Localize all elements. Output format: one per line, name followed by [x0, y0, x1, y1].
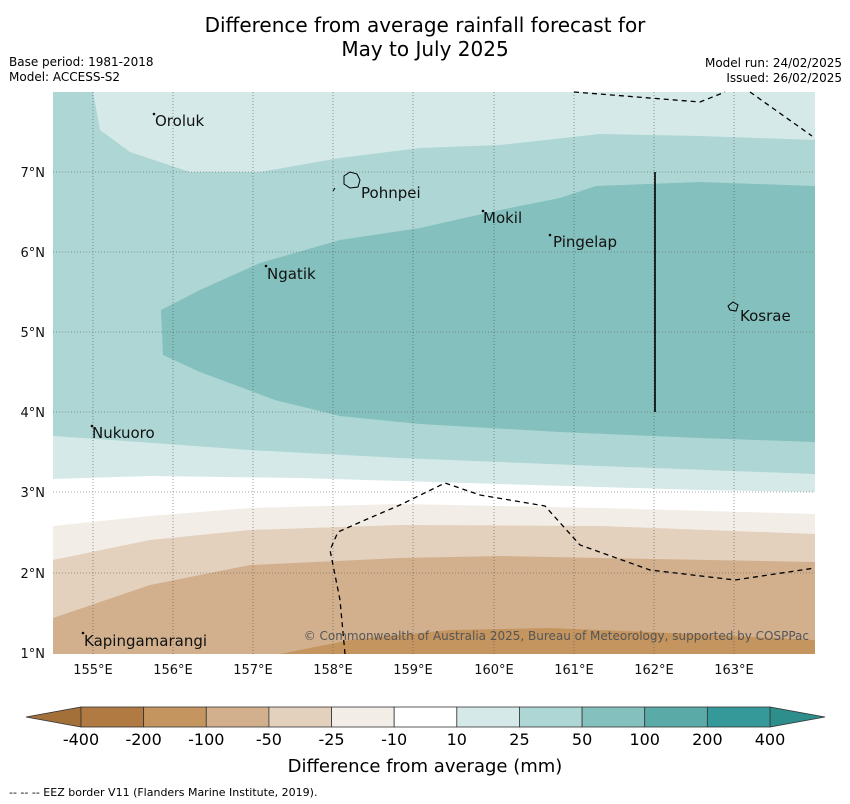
colorbar-segment — [205, 706, 270, 728]
lon-tick: 156°E — [153, 663, 193, 678]
lon-tick: 155°E — [73, 663, 113, 678]
lon-tick: 163°E — [714, 663, 754, 678]
contour-50-100 — [161, 182, 815, 442]
colorbar-tick-label: 400 — [754, 730, 786, 749]
colorbar-segment — [80, 706, 145, 728]
colorbar-segment — [393, 706, 458, 728]
lat-tick: 6°N — [21, 246, 46, 261]
contour-minus100-minus50 — [53, 556, 815, 654]
title-line-1: Difference from average rainfall forecas… — [204, 13, 646, 37]
colorbar-segment — [143, 706, 207, 728]
colorbar-title: Difference from average (mm) — [287, 756, 563, 777]
lat-tick: 1°N — [21, 647, 46, 662]
eez-borders — [329, 91, 816, 655]
meta-left: Base period: 1981-2018 Model: ACCESS-S2 — [9, 55, 154, 85]
lon-tick: 158°E — [313, 663, 353, 678]
base-period: Base period: 1981-2018 — [9, 55, 154, 69]
lon-tick: 160°E — [474, 663, 514, 678]
label-pingelap: Pingelap — [553, 233, 617, 251]
label-kosrae: Kosrae — [740, 307, 791, 325]
colorbar-extend-left — [25, 706, 82, 728]
colorbar — [25, 706, 826, 728]
lon-tick: 159°E — [393, 663, 433, 678]
colorbar-tick-label: -50 — [255, 730, 282, 749]
oroluk-atoll — [152, 112, 156, 116]
colorbar-tick-label: 200 — [692, 730, 723, 749]
label-kapingamarangi: Kapingamarangi — [84, 632, 207, 650]
label-oroluk: Oroluk — [155, 112, 204, 130]
label-ngatik: Ngatik — [267, 265, 316, 283]
pohnpei-islet — [332, 187, 336, 192]
lat-tick: 2°N — [21, 567, 46, 582]
contour-minus200-minus100 — [280, 628, 815, 654]
lat-tick: 4°N — [21, 406, 46, 421]
gridlines — [53, 92, 815, 654]
nukuoro-atoll — [90, 424, 94, 428]
colorbar-tick-label: 50 — [571, 730, 593, 749]
label-nukuoro: Nukuoro — [92, 424, 155, 442]
mokil-atoll — [481, 209, 485, 213]
colorbar-extend-right — [769, 706, 826, 728]
lat-tick: 7°N — [21, 166, 46, 181]
map-title: Difference from average rainfall forecas… — [0, 13, 850, 61]
kosrae-island — [727, 301, 739, 312]
copyright-text: © Commonwealth of Australia 2025, Bureau… — [304, 629, 809, 643]
ngatik-atoll — [264, 264, 268, 268]
colorbar-segment — [706, 706, 771, 728]
longitude-axis: 155°E 156°E 157°E 158°E 159°E 160°E 161°… — [73, 663, 754, 678]
lat-tick: 3°N — [21, 486, 46, 501]
latitude-axis: 7°N 6°N 5°N 4°N 3°N 2°N 1°N — [21, 166, 46, 662]
eez-footnote: -- -- -- EEZ border V11 (Flanders Marine… — [9, 786, 318, 799]
pohnpei-island — [343, 171, 361, 189]
colorbar-segment — [581, 706, 646, 728]
lat-tick: 5°N — [21, 326, 46, 341]
contour-fills — [53, 92, 815, 654]
colorbar-segment — [519, 706, 583, 728]
colorbar-segment — [331, 706, 395, 728]
kapingamarangi-atoll — [81, 631, 85, 635]
colorbar-segment — [268, 706, 332, 728]
colorbar-tick-label: -400 — [62, 730, 100, 749]
lon-tick: 161°E — [554, 663, 594, 678]
label-pohnpei: Pohnpei — [361, 184, 421, 202]
islands — [81, 112, 739, 635]
title-line-2: May to July 2025 — [341, 37, 509, 61]
issued-date: Issued: 26/02/2025 — [726, 71, 842, 85]
model-run: Model run: 24/02/2025 — [704, 56, 842, 70]
meta-right: Model run: 24/02/2025 Issued: 26/02/2025 — [705, 56, 842, 86]
colorbar-tick-label: -10 — [381, 730, 408, 749]
lon-tick: 157°E — [233, 663, 273, 678]
colorbar-tick-label: 100 — [629, 730, 660, 749]
model-name: Model: ACCESS-S2 — [9, 70, 121, 84]
colorbar-tick-label: -25 — [318, 730, 345, 749]
colorbar-tick-label: -100 — [188, 730, 225, 749]
colorbar-segment — [644, 706, 708, 728]
pingelap-atoll — [548, 233, 552, 237]
label-mokil: Mokil — [483, 209, 522, 227]
colorbar-tick-label: 25 — [509, 730, 530, 749]
colorbar-segment — [456, 706, 520, 728]
colorbar-tick-label: 10 — [446, 730, 467, 749]
colorbar-tick-label: -200 — [125, 730, 162, 749]
lon-tick: 162°E — [634, 663, 674, 678]
